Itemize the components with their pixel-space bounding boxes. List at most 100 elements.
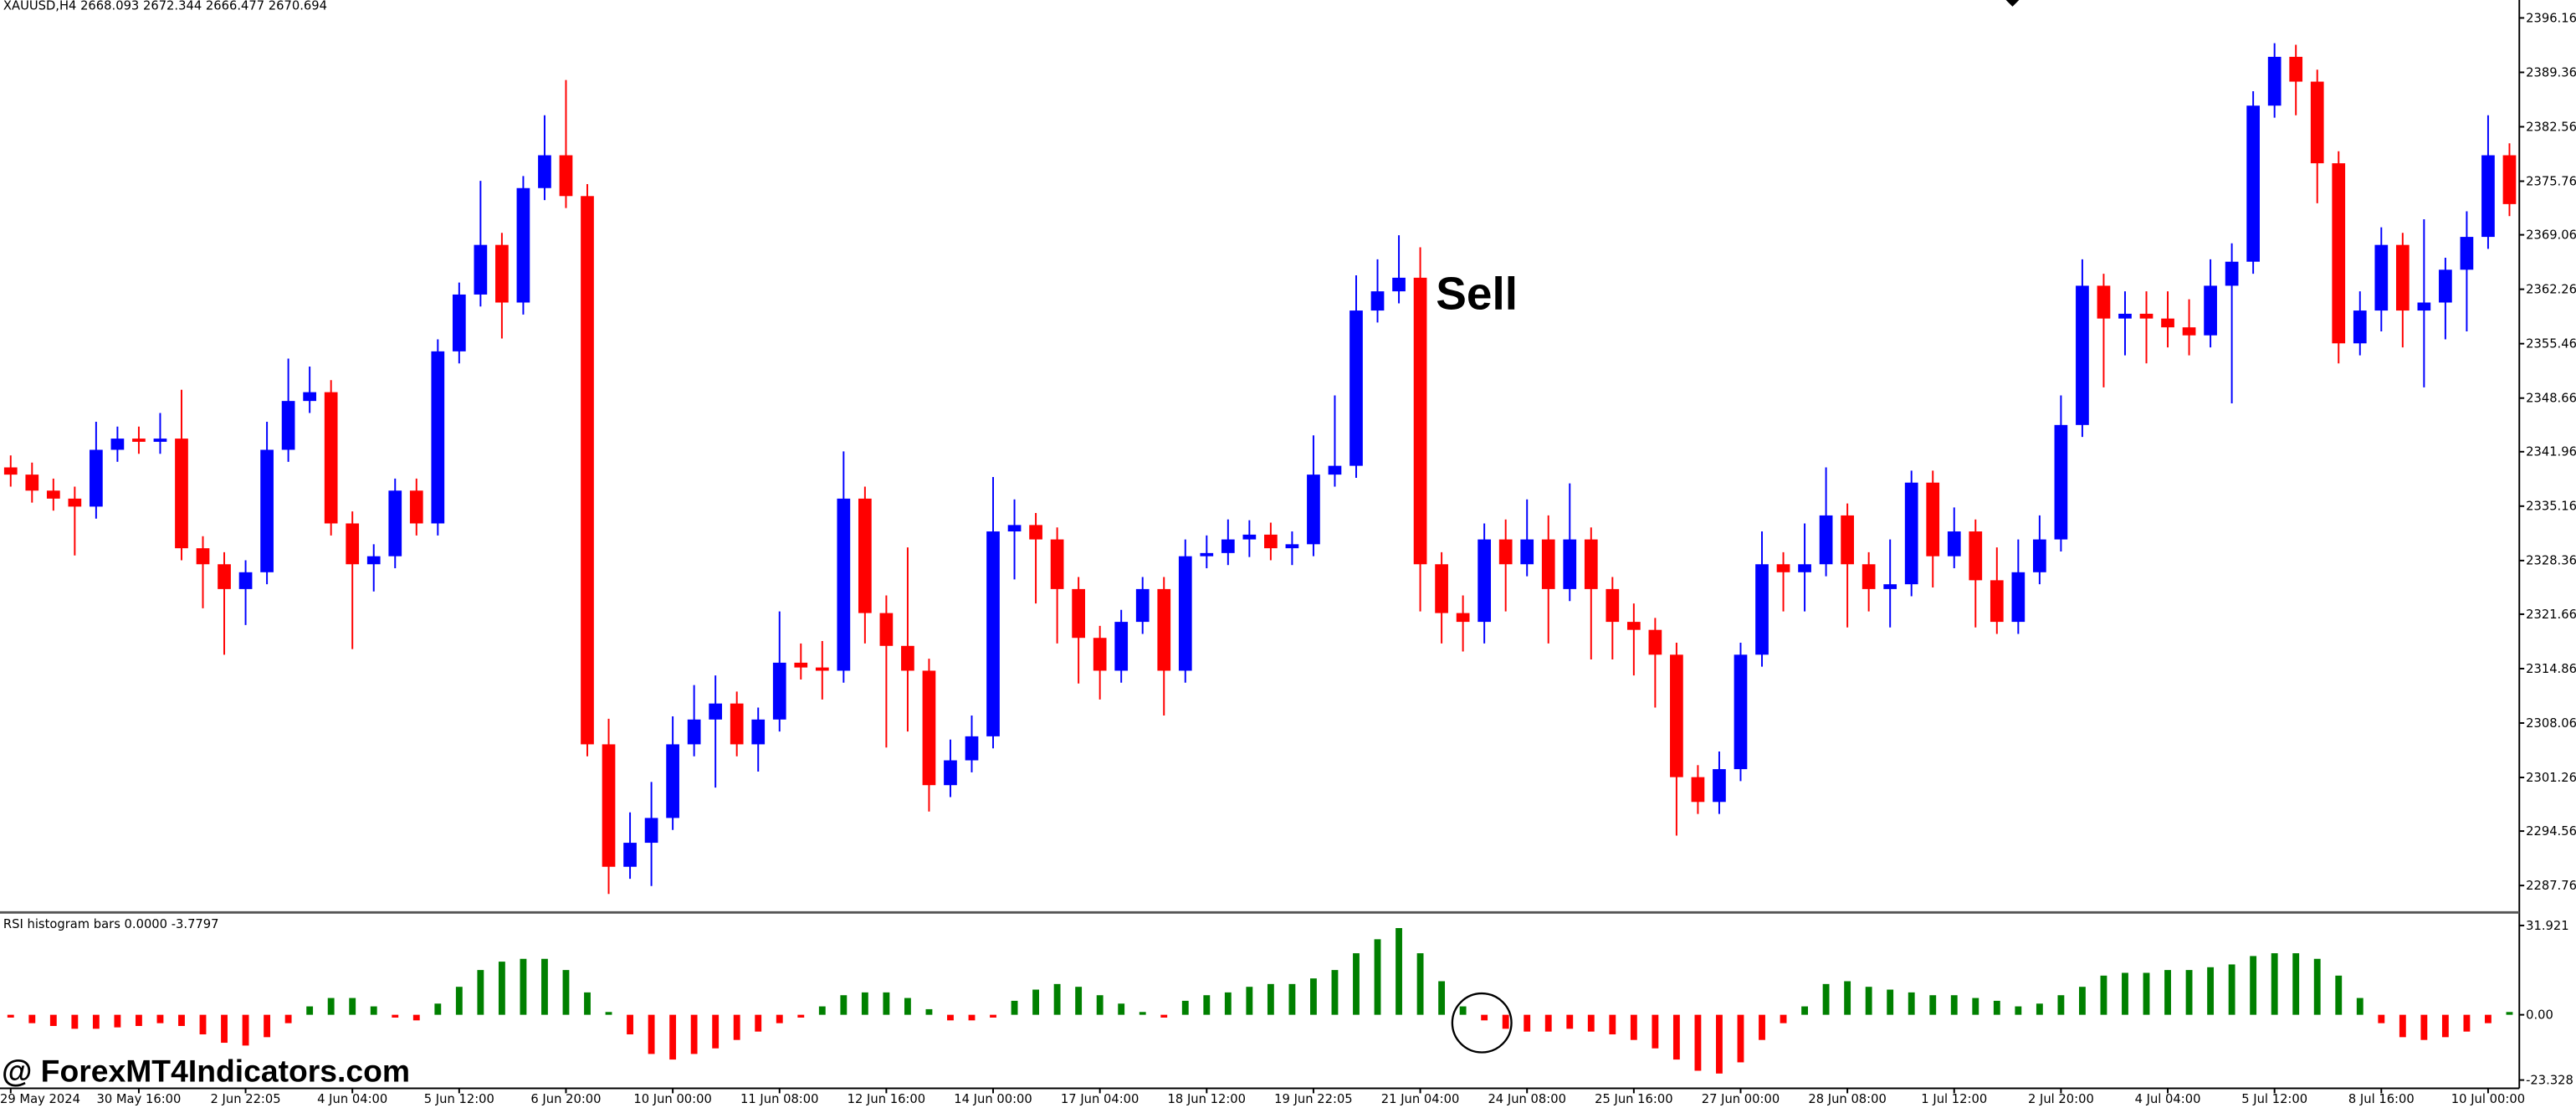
candle-body xyxy=(2332,163,2346,344)
candle-body xyxy=(1349,310,1363,466)
candle-body xyxy=(944,760,957,786)
candle-body xyxy=(1841,515,1854,565)
histogram-bar xyxy=(2420,1014,2428,1040)
histogram-bar xyxy=(584,992,591,1015)
candle-body xyxy=(666,744,679,818)
candle-body xyxy=(1520,539,1534,565)
candle-body xyxy=(1029,525,1042,540)
candle-body xyxy=(559,155,573,197)
histogram-bar xyxy=(349,998,356,1015)
candle-body xyxy=(1328,465,1342,475)
candle-body xyxy=(901,645,914,671)
histogram-bar xyxy=(1396,927,1402,1015)
histogram-bar xyxy=(1950,995,1958,1015)
x-tick-label: 14 Jun 00:00 xyxy=(954,1092,1032,1106)
candle-body xyxy=(2011,572,2025,623)
histogram-bar xyxy=(2378,1014,2385,1023)
histogram-bar xyxy=(690,1014,698,1054)
histogram-bar xyxy=(1587,1014,1595,1032)
y-tick-label: 2287.760 xyxy=(2526,879,2576,893)
histogram-bar xyxy=(1652,1014,1659,1049)
histogram-bar xyxy=(2441,1014,2449,1038)
candle-body xyxy=(1691,777,1705,803)
histogram-bar xyxy=(1203,995,1211,1015)
histogram-bar xyxy=(1694,1014,1702,1071)
histogram-bar xyxy=(49,1014,57,1026)
y-tick-label: 2396.160 xyxy=(2526,11,2576,25)
histogram-bar xyxy=(221,1014,228,1044)
candle-body xyxy=(2481,155,2495,238)
candle-body xyxy=(837,498,851,671)
candle-body xyxy=(709,703,723,720)
candle-body xyxy=(1242,534,1257,540)
histogram-bar xyxy=(1822,983,1830,1015)
candle-body xyxy=(25,474,39,491)
y-tick-label: 2335.160 xyxy=(2526,500,2576,514)
candle-body xyxy=(90,449,103,507)
histogram-bar xyxy=(2250,956,2257,1015)
candle-body xyxy=(2246,105,2260,262)
y-tick-label: -23.328 xyxy=(2526,1074,2573,1088)
y-tick-label: 0.00 xyxy=(2526,1008,2553,1023)
histogram-bar xyxy=(242,1014,249,1046)
candle-body xyxy=(1114,622,1129,671)
histogram-bar xyxy=(327,998,335,1015)
histogram-bar xyxy=(1759,1014,1765,1040)
histogram-bar xyxy=(1609,1014,1616,1035)
x-tick-label: 8 Jul 16:00 xyxy=(2348,1092,2415,1106)
watermark: @ ForexMT4Indicators.com xyxy=(2,1054,410,1089)
histogram-bar xyxy=(1908,992,1915,1015)
histogram-bar xyxy=(136,1014,142,1026)
histogram-bar xyxy=(2207,967,2215,1015)
histogram-bar xyxy=(1288,983,1296,1015)
candle-body xyxy=(2353,310,2367,344)
candle-body xyxy=(474,244,488,295)
candle-body xyxy=(1969,531,1983,581)
histogram-bar xyxy=(627,1014,633,1035)
candle-body xyxy=(1221,539,1235,553)
candle-body xyxy=(2118,313,2132,319)
candle-body xyxy=(175,439,188,549)
candle-body xyxy=(1584,539,1598,589)
marker xyxy=(2005,0,2020,7)
candle-body xyxy=(2161,318,2174,328)
candle-body xyxy=(623,843,637,867)
candle-body xyxy=(772,662,786,720)
candle-body xyxy=(965,736,979,761)
candle-body xyxy=(452,294,466,351)
x-tick-label: 4 Jun 04:00 xyxy=(317,1092,387,1106)
histogram-bar xyxy=(412,1014,420,1021)
histogram-bar xyxy=(1310,978,1317,1015)
candle-body xyxy=(495,244,509,303)
histogram-bar xyxy=(1459,1006,1467,1015)
x-tick-label: 10 Jun 00:00 xyxy=(633,1092,712,1106)
candle-body xyxy=(2439,269,2452,303)
x-tick-label: 1 Jul 12:00 xyxy=(1921,1092,1987,1106)
x-tick-label: 27 Jun 00:00 xyxy=(1702,1092,1780,1106)
histogram-bar xyxy=(1353,953,1360,1015)
candle-body xyxy=(2502,155,2517,204)
candle-body xyxy=(1904,482,1918,585)
candle-body xyxy=(46,490,60,499)
histogram-bar xyxy=(1246,987,1253,1015)
candle-body xyxy=(1755,564,1769,655)
candle-body xyxy=(3,467,18,475)
candle-body xyxy=(922,670,936,786)
histogram-bar xyxy=(776,1014,783,1023)
histogram-bar xyxy=(1780,1014,1787,1023)
candle-body xyxy=(2225,261,2239,286)
candle-body xyxy=(2289,56,2303,82)
candle-body xyxy=(1670,654,1683,777)
candle-body xyxy=(1093,638,1107,671)
candle-body xyxy=(2033,539,2046,572)
y-tick-label: 2314.860 xyxy=(2526,662,2576,676)
candle-body xyxy=(1563,539,1577,589)
candle-body xyxy=(1713,769,1726,803)
candle-body xyxy=(1050,539,1064,589)
candle-body xyxy=(858,498,872,613)
y-tick-label: 2362.260 xyxy=(2526,283,2576,297)
candle-body xyxy=(68,498,82,507)
histogram-bar xyxy=(2271,953,2278,1015)
candle-body xyxy=(1200,552,1214,557)
